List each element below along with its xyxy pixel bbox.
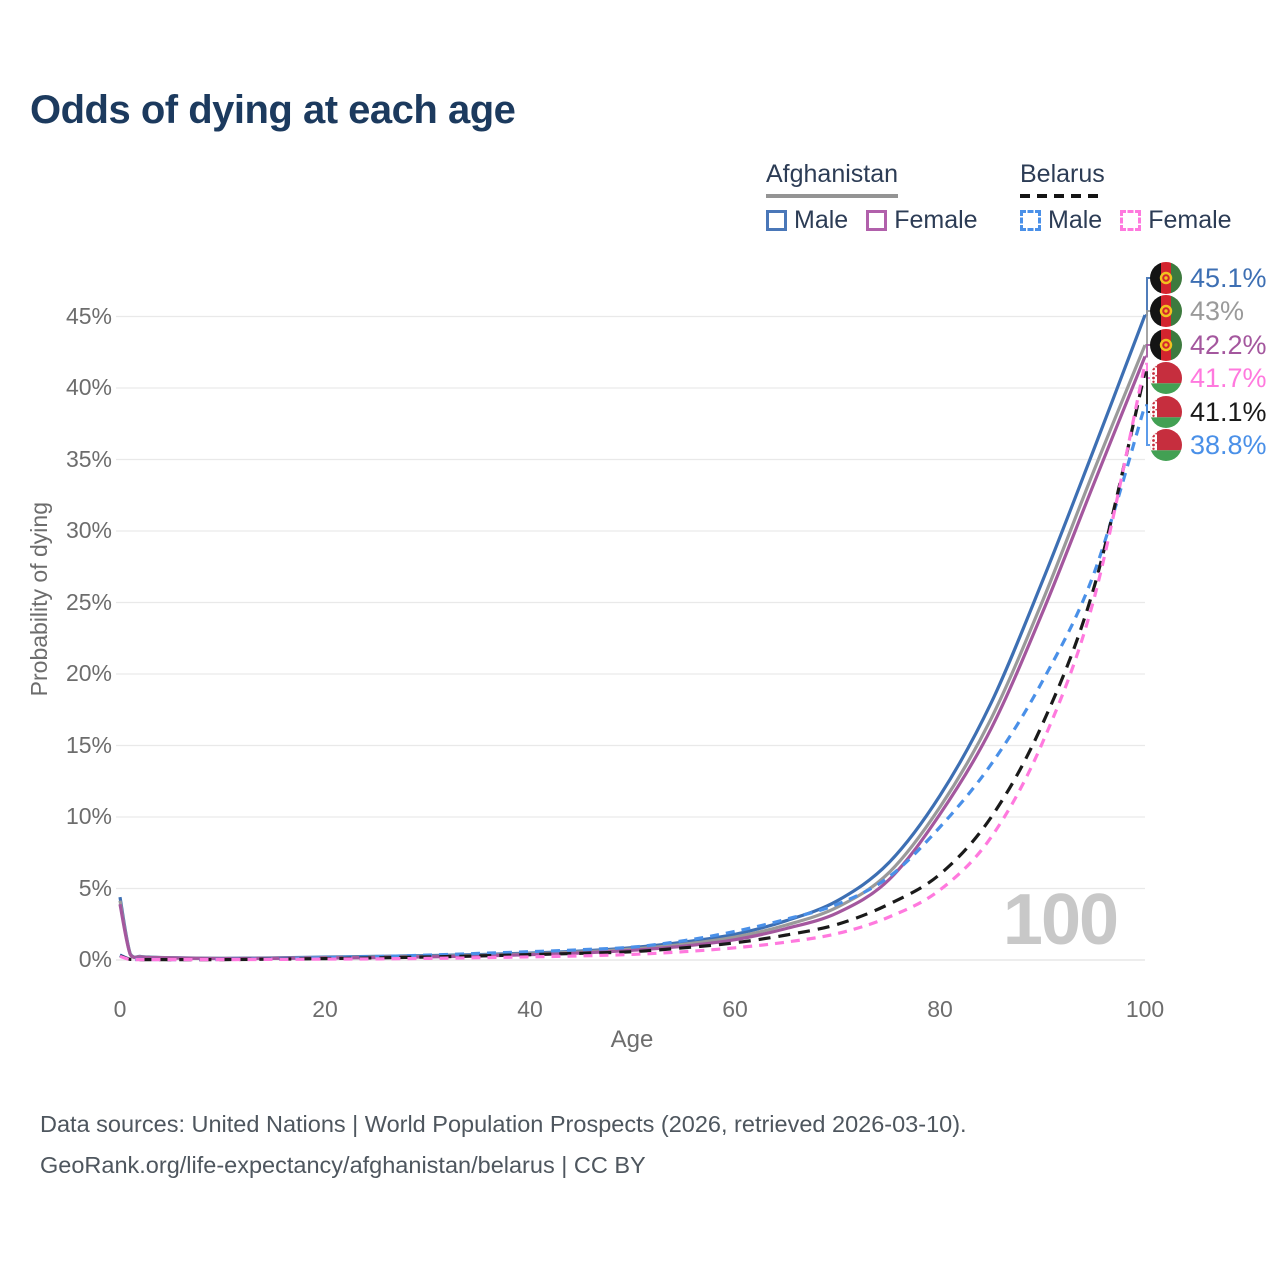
endpoint-label-afghanistan-male: 45.1% — [1150, 262, 1267, 294]
legend-group-belarus: Belarus Male Female — [1020, 160, 1232, 235]
legend-row-afghanistan: Male Female — [766, 206, 978, 235]
belarus-flag-icon — [1150, 396, 1182, 428]
footer-line-2: GeoRank.org/life-expectancy/afghanistan/… — [40, 1152, 646, 1178]
legend-item-afghanistan-male[interactable]: Male — [766, 206, 848, 235]
chart-title: Odds of dying at each age — [30, 88, 516, 132]
belarus-flag-icon — [1150, 429, 1182, 461]
y-tick-label: 0% — [78, 946, 112, 972]
x-tick-label: 40 — [517, 996, 543, 1022]
endpoint-value: 41.7% — [1190, 362, 1267, 393]
age-watermark: 100 — [1003, 880, 1117, 960]
afghanistan-female-swatch-icon — [866, 210, 888, 231]
legend-item-belarus-male[interactable]: Male — [1020, 206, 1102, 235]
legend-country-afghanistan: Afghanistan — [766, 160, 899, 198]
series-line-afghanistan-all[interactable] — [118, 344, 1147, 961]
y-tick-label: 45% — [65, 302, 112, 329]
series-line-belarus-male[interactable] — [119, 404, 1147, 962]
legend-item-label: Female — [1148, 206, 1232, 234]
legend-row-belarus: Male Female — [1020, 206, 1232, 235]
series-line-belarus-female[interactable] — [119, 363, 1147, 962]
endpoint-value: 42.2% — [1190, 329, 1267, 360]
afghanistan-male-swatch-icon — [766, 210, 787, 231]
endpoint-label-afghanistan-all: 43% — [1150, 295, 1244, 327]
y-tick-label: 5% — [78, 874, 112, 901]
x-tick-label: 60 — [722, 996, 748, 1022]
endpoint-label-belarus-female: 41.7% — [1150, 362, 1267, 394]
afghanistan-flag-icon — [1150, 329, 1182, 361]
series-line-belarus-all[interactable] — [119, 371, 1147, 962]
endpoint-value: 45.1% — [1190, 262, 1267, 293]
afghanistan-flag-icon — [1150, 262, 1182, 294]
y-tick-label: 30% — [65, 517, 112, 543]
legend-item-label: Male — [1048, 206, 1103, 234]
legend-country-belarus: Belarus — [1020, 160, 1105, 198]
y-tick-label: 20% — [65, 660, 112, 686]
legend-item-label: Female — [894, 206, 978, 234]
footer: Data sources: United Nations | World Pop… — [40, 1104, 967, 1186]
legend-item-belarus-female[interactable]: Female — [1120, 206, 1232, 235]
y-tick-label: 25% — [65, 588, 112, 615]
endpoint-label-belarus-all: 41.1% — [1150, 396, 1267, 428]
belarus-female-swatch-icon — [1120, 210, 1142, 231]
y-tick-label: 40% — [65, 374, 112, 400]
gridlines — [116, 315, 1145, 961]
legend-group-afghanistan: Afghanistan Male Female — [766, 160, 978, 235]
belarus-flag-icon — [1150, 362, 1182, 394]
x-tick-label: 20 — [312, 996, 338, 1022]
endpoint-value: 43% — [1190, 295, 1245, 326]
series-curves — [118, 314, 1147, 962]
y-tick-label: 35% — [65, 445, 112, 472]
endpoint-value: 38.8% — [1190, 429, 1267, 460]
y-tick-label: 10% — [65, 803, 112, 829]
x-axis-title: Age — [610, 1026, 654, 1053]
x-tick-label: 0 — [113, 996, 127, 1022]
endpoint-label-belarus-male: 38.8% — [1150, 429, 1267, 461]
legend-item-label: Male — [794, 206, 849, 234]
x-tick-label: 80 — [927, 996, 953, 1022]
series-line-afghanistan-female[interactable] — [118, 355, 1147, 961]
series-line-afghanistan-male[interactable] — [118, 314, 1147, 960]
belarus-male-swatch-icon — [1020, 210, 1041, 231]
legend-item-afghanistan-female[interactable]: Female — [866, 206, 978, 235]
y-tick-label: 15% — [65, 731, 112, 758]
endpoint-value: 41.1% — [1190, 396, 1267, 427]
endpoint-label-afghanistan-female: 42.2% — [1150, 329, 1267, 361]
footer-line-1: Data sources: United Nations | World Pop… — [40, 1111, 967, 1137]
afghanistan-flag-icon — [1150, 295, 1182, 327]
x-tick-label: 100 — [1125, 996, 1165, 1022]
